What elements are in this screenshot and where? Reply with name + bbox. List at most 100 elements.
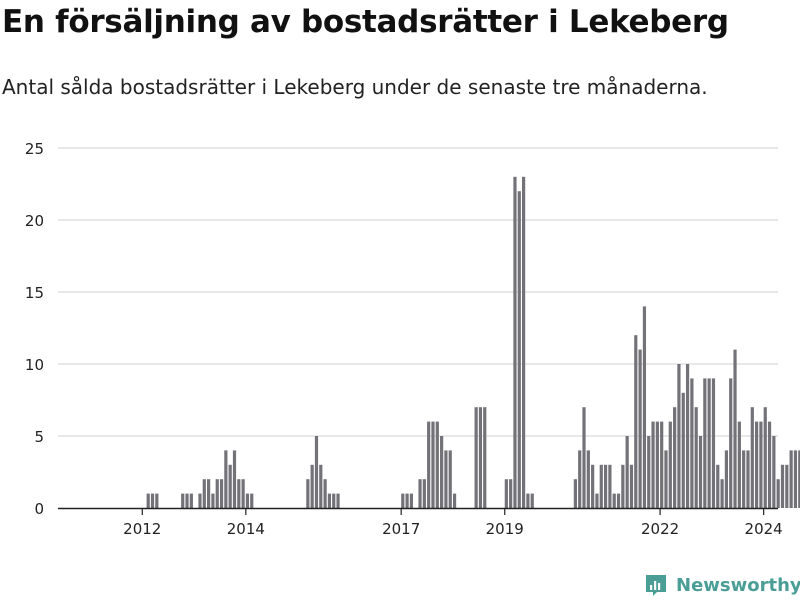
bar [444,450,448,508]
bar [211,493,215,508]
bar [207,479,211,508]
chart-subtitle: Antal sålda bostadsrätter i Lekeberg und… [2,75,708,99]
bar [409,493,414,508]
y-tick-label: 15 [25,284,44,302]
bar [509,479,513,508]
bar [694,407,698,508]
x-tick-label: 2019 [486,520,524,538]
bar [582,407,586,508]
bar [310,464,314,508]
bar [668,421,672,508]
bar [250,493,254,508]
y-tick-label: 10 [25,356,44,374]
bar [578,450,582,508]
bar [513,176,517,509]
bar [586,450,590,508]
bar [720,479,724,508]
bar [737,421,741,508]
bar [306,479,310,508]
bar [401,493,405,508]
y-tick-label: 25 [25,140,44,158]
bar [595,493,599,508]
bar [323,479,327,508]
bar [245,493,250,508]
bar [729,378,733,508]
bar [651,421,655,508]
bar [189,493,193,508]
bar [405,493,409,508]
bar [474,407,478,508]
bar [780,464,785,508]
bar [427,421,431,508]
bar [228,464,232,508]
x-tick-label: 2012 [123,520,161,538]
chart-title: En försäljning av bostadsrätter i Lekebe… [2,4,729,40]
bar [483,407,487,508]
bar [660,421,664,508]
bar [681,392,685,508]
bar [616,493,621,508]
bar [198,493,202,508]
bar [517,191,521,508]
bar [638,349,642,508]
bar [185,493,189,508]
x-tick-label: 2024 [745,520,783,538]
bar [673,407,677,508]
bar [591,464,595,508]
bar [664,450,668,508]
bar [237,479,241,508]
bar [621,464,625,508]
bar [642,306,647,508]
bar [629,464,634,508]
bar [241,479,245,508]
bar [742,450,746,508]
bar [573,479,577,508]
bar [440,436,444,508]
bar [504,479,508,508]
y-tick-label: 5 [34,428,44,446]
bar [530,493,534,508]
bar [724,450,729,508]
bar [677,364,681,508]
bar [647,436,651,508]
bar [435,421,439,508]
bar [232,450,237,508]
bar [776,479,780,508]
bar [750,407,754,508]
bar [798,450,800,508]
bar [698,436,703,508]
bar [219,479,224,508]
bar [336,493,340,508]
bar [772,436,776,508]
bar-chart: 05101520251201220142017201920222024 [25,140,800,538]
bar [202,479,206,508]
brand-name: Newsworthy [676,574,800,596]
x-tick-label: 2014 [227,520,265,538]
bar [522,176,526,509]
bar [608,464,612,508]
bar [215,479,219,508]
bar [422,479,426,508]
bar [431,421,435,508]
bar [448,450,452,508]
x-tick-label: 2017 [382,520,420,538]
bar [716,464,720,508]
bar [655,421,659,508]
bar [763,407,767,508]
bar [634,335,638,508]
bar [759,421,763,508]
bar [707,378,711,508]
bar [703,378,707,508]
bar [452,493,457,508]
y-tick-label: 0 [34,500,44,518]
brand-logo: Newsworthy [644,570,800,600]
bar [146,493,150,508]
bar [478,407,483,508]
bar [767,421,772,508]
bar [314,436,319,508]
bar [224,450,228,508]
bar [690,378,694,508]
newsworthy-logo-icon [646,575,666,596]
bar [526,493,530,508]
y-tick-label: 20 [25,212,44,230]
